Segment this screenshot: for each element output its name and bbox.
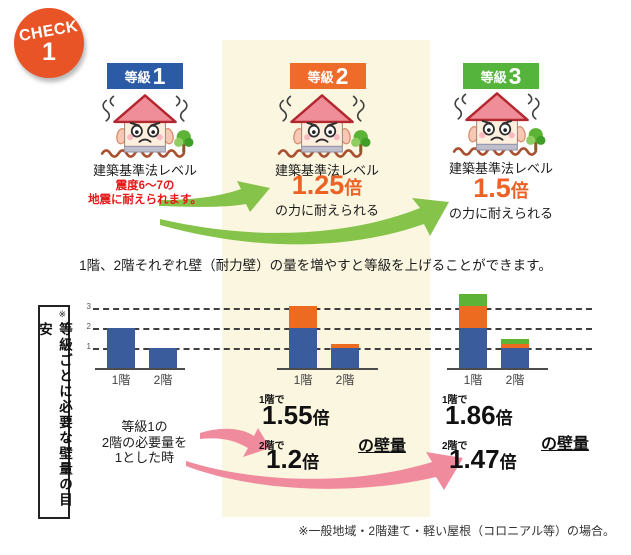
grade3-floor1-number: 1.86 [445, 400, 496, 430]
grade2-multiplier-unit: 倍 [344, 178, 363, 198]
grade1-badge: 等級 1 [107, 63, 183, 89]
grade3-multiplier-number: 1.5 [473, 173, 511, 203]
bar-1階 [107, 328, 135, 368]
grade3-wall-suffix: の壁量 [541, 436, 590, 453]
grade2-floor2-unit: 倍 [302, 453, 320, 472]
gridline-2 [93, 328, 592, 330]
bar-category-label: 2階 [335, 373, 355, 387]
grade1-seismic-note-line1: 震度6〜7の [115, 180, 175, 192]
grade3-multiplier-desc: の力に耐えられる [448, 206, 553, 221]
grade3-floor2-value: 1.47倍 [449, 446, 517, 476]
wall-amount-chart-grade1: 1階 2階 [95, 288, 185, 387]
baseline-note-line2: 2階の必要量を [101, 434, 188, 450]
baseline-note: 等級1の 2階の必要量を 1とした時 [92, 419, 197, 466]
gridline-3 [93, 308, 592, 310]
baseline-note-line3: 1とした時 [114, 450, 175, 465]
bar-category-label: 1階 [293, 373, 313, 387]
grade1-badge-number: 1 [152, 62, 166, 89]
grade2-multiplier: 1.25倍 [252, 170, 402, 201]
side-title-note-mark: ※ [58, 309, 66, 319]
grade2-floor2-value: 1.2倍 [266, 446, 319, 476]
grade3-floor2-label: 2階で [442, 441, 468, 452]
grade2-floor1-unit: 倍 [312, 409, 330, 428]
middle-caption: 1階、2階それぞれ壁（耐力壁）の量を増やすと等級を上げることができます。 [79, 258, 552, 273]
grade3-floor2-number: 1.47 [449, 444, 500, 474]
grade3-multiplier-unit: 倍 [510, 181, 529, 201]
grade2-level-text: 建築基準法レベル [274, 163, 379, 178]
bar-category-label: 2階 [153, 373, 173, 387]
grade3-badge-number: 3 [508, 62, 522, 89]
bar-2階 [149, 348, 177, 368]
footnote: ※一般地域・2階建て・軽い屋根（コロニアル等）の場合。 [298, 524, 615, 538]
bar-2階 [501, 338, 529, 368]
grade1-badge-label: 等級 [124, 69, 151, 85]
pink-arrow-short [200, 428, 270, 457]
grade2-badge-label: 等級 [307, 69, 334, 85]
y-axis-tick-2: 2 [86, 322, 91, 331]
grade3-level-text: 建築基準法レベル [448, 161, 553, 176]
wall-amount-chart-grade2: 1階 2階 [277, 288, 378, 387]
grade2-badge: 等級 2 [290, 63, 366, 89]
grade3-multiplier: 1.5倍 [426, 173, 576, 204]
bar-1階 [289, 306, 317, 368]
bar-category-label: 1階 [463, 373, 483, 387]
check-badge-number: 1 [42, 38, 56, 66]
grade3-floor1-label: 1階で [442, 395, 468, 406]
grade1-seismic-note: 震度6〜7の 地震に耐えられます。 [70, 179, 220, 207]
house-character-illustration [277, 94, 372, 158]
y-axis-tick-1: 1 [86, 342, 91, 351]
grade2-floor1-value: 1.55倍 [262, 402, 330, 432]
grade2-wall-suffix: の壁量 [358, 438, 407, 455]
grade2-floor2-label: 2階で [259, 441, 285, 452]
bar-category-label: 1階 [111, 373, 131, 387]
side-title-box: ※ 等級ごとに必要な壁量の目安 [37, 305, 72, 519]
side-title-text: 等級ごとに必要な壁量の目安 [37, 322, 72, 508]
bar-1階 [459, 293, 487, 368]
grade3-badge-label: 等級 [480, 69, 507, 85]
grade1-seismic-note-line2: 地震に耐えられます。 [88, 194, 202, 206]
grade3-floor1-unit: 倍 [495, 409, 513, 428]
baseline-note-line1: 等級1の [121, 419, 168, 434]
grade2-floor1-label: 1階で [259, 395, 285, 406]
bar-2階 [331, 344, 359, 368]
grade2-badge-number: 2 [335, 62, 349, 89]
grade1-level-text: 建築基準法レベル [92, 163, 197, 178]
grade2-multiplier-desc: の力に耐えられる [274, 203, 379, 218]
grade2-floor1-number: 1.55 [262, 400, 313, 430]
pink-arrow-long [186, 452, 463, 490]
y-axis-tick-3: 3 [86, 302, 91, 311]
house-character-illustration [452, 92, 547, 156]
bar-category-label: 2階 [505, 373, 525, 387]
green-arrow-long [160, 198, 449, 245]
green-arrow-short [159, 181, 270, 212]
grade3-badge: 等級 3 [463, 63, 539, 89]
grade2-multiplier-number: 1.25 [291, 170, 345, 200]
house-character-illustration [100, 94, 195, 158]
grade3-floor2-unit: 倍 [499, 453, 517, 472]
grade3-floor1-value: 1.86倍 [445, 402, 513, 432]
wall-amount-chart-grade3: 1階 2階 [447, 288, 548, 387]
grade2-floor2-number: 1.2 [266, 444, 303, 474]
check-badge: CHECK 1 [14, 8, 84, 78]
